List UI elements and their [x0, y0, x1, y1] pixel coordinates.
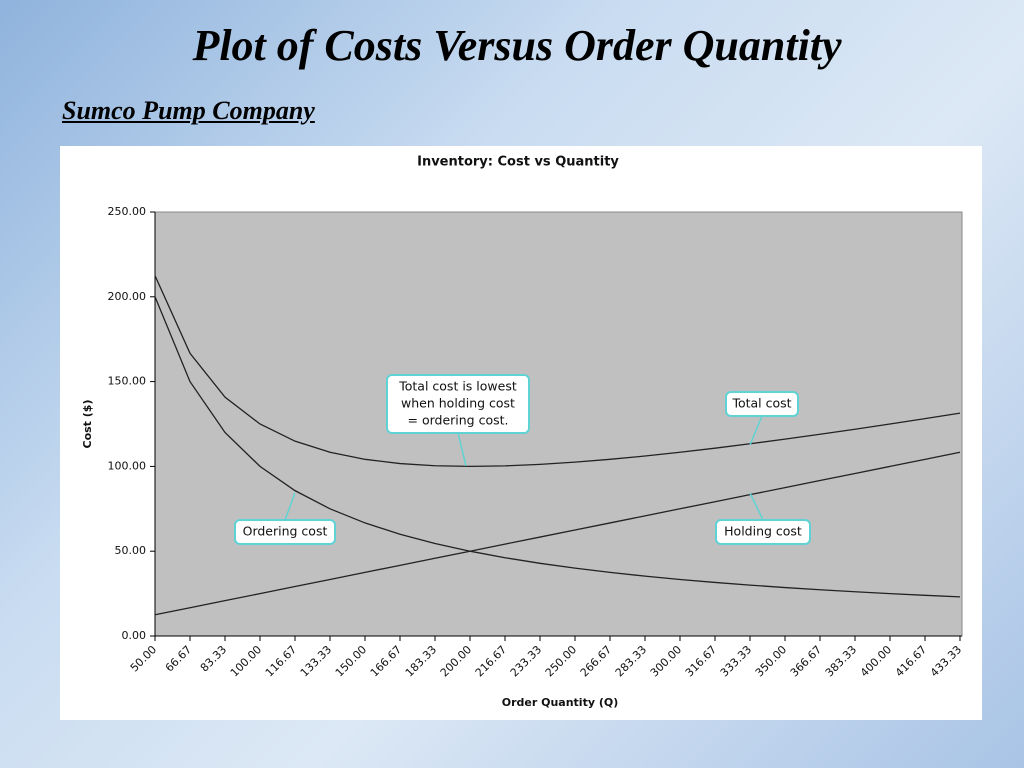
y-tick-label: 0.00 — [122, 629, 147, 642]
y-tick-label: 50.00 — [115, 544, 147, 557]
chart-title: Inventory: Cost vs Quantity — [417, 155, 619, 170]
callout-text: Total cost is lowest — [398, 379, 517, 394]
callout-box — [234, 519, 336, 545]
callout-box — [725, 391, 799, 417]
callout-text: = ordering cost. — [408, 413, 509, 428]
callout-text: Ordering cost — [243, 524, 328, 539]
slide-subtitle: Sumco Pump Company — [62, 96, 315, 125]
callout-box — [715, 519, 811, 545]
slide-title: Plot of Costs Versus Order Quantity — [192, 21, 842, 70]
callout-box — [386, 374, 530, 434]
callout-leader — [457, 432, 467, 467]
callout-text: when holding cost — [401, 396, 515, 411]
callout-leader — [749, 492, 764, 521]
y-tick-label: 100.00 — [108, 459, 147, 472]
x-axis-title: Order Quantity (Q) — [502, 696, 619, 709]
y-axis-title: Cost ($) — [81, 400, 94, 449]
line-series — [154, 275, 961, 468]
callout-leader — [284, 492, 296, 521]
y-tick-label: 200.00 — [108, 290, 147, 303]
callout-leader — [749, 415, 763, 446]
line-series — [154, 296, 961, 598]
callout-text: Holding cost — [724, 524, 802, 539]
y-tick-label: 250.00 — [108, 205, 147, 218]
y-tick-label: 150.00 — [108, 375, 147, 388]
plot-area — [154, 211, 963, 637]
line-series — [154, 451, 961, 616]
callout-text: Total cost — [731, 396, 791, 411]
